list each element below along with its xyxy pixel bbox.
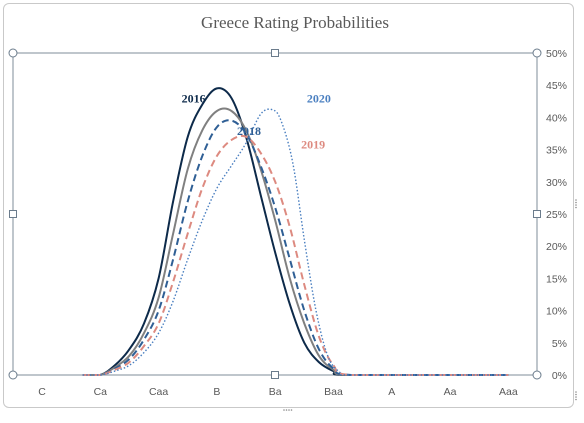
corner-handle[interactable]	[532, 48, 542, 58]
series-line	[82, 107, 509, 376]
selection-handles[interactable]	[8, 48, 542, 380]
y-tick-label: 45%	[546, 80, 567, 92]
series-line	[82, 134, 509, 377]
y-tick-label: 25%	[546, 209, 567, 221]
series-line	[82, 108, 509, 376]
resize-grip[interactable]	[575, 199, 577, 209]
series-label: 2019	[301, 137, 325, 151]
corner-handle[interactable]	[8, 48, 18, 58]
series-lines	[82, 87, 509, 377]
y-tick-label: 35%	[546, 145, 567, 157]
series-line	[82, 119, 509, 377]
x-tick-label: A	[388, 386, 395, 398]
y-tick-label: 40%	[546, 112, 567, 124]
edge-handle[interactable]	[533, 210, 541, 218]
edge-handle[interactable]	[9, 210, 17, 218]
series-labels: 2016 2018 2019 2020	[182, 92, 331, 152]
chart-resize-grips[interactable]	[283, 199, 577, 411]
y-tick-label: 15%	[546, 273, 567, 285]
corner-handle[interactable]	[8, 370, 18, 380]
series-label: 2020	[307, 92, 331, 106]
y-tick-label: 5%	[552, 338, 567, 350]
y-tick-label: 10%	[546, 306, 567, 318]
x-tick-label: Baa	[324, 386, 343, 398]
corner-handle[interactable]	[532, 370, 542, 380]
series-label: 2018	[237, 124, 261, 138]
y-tick-label: 30%	[546, 177, 567, 189]
series-line	[82, 87, 509, 376]
edge-handle[interactable]	[271, 49, 279, 57]
x-tick-label: Ca	[94, 386, 108, 398]
x-tick-label: B	[213, 386, 220, 398]
series-label: 2016	[182, 92, 206, 106]
y-tick-label: 0%	[552, 370, 567, 382]
y-axis: 0% 5% 10% 15% 20% 25% 30% 35% 40% 45% 50%	[546, 48, 567, 382]
x-tick-label: Aaa	[499, 386, 518, 398]
plot-area[interactable]	[12, 52, 538, 376]
resize-grip[interactable]	[283, 409, 293, 411]
x-tick-label: C	[38, 386, 46, 398]
x-tick-label: Caa	[149, 386, 168, 398]
x-tick-label: Ba	[269, 386, 282, 398]
chart-area[interactable]	[3, 3, 574, 408]
y-tick-label: 20%	[546, 241, 567, 253]
y-tick-label: 50%	[546, 48, 567, 60]
resize-grip[interactable]	[575, 391, 577, 401]
edge-handle[interactable]	[271, 371, 279, 379]
x-tick-label: Aa	[444, 386, 457, 398]
x-axis: C Ca Caa B Ba Baa A Aa Aaa	[38, 386, 518, 398]
chart-title: Greece Rating Probabilities	[201, 13, 389, 32]
